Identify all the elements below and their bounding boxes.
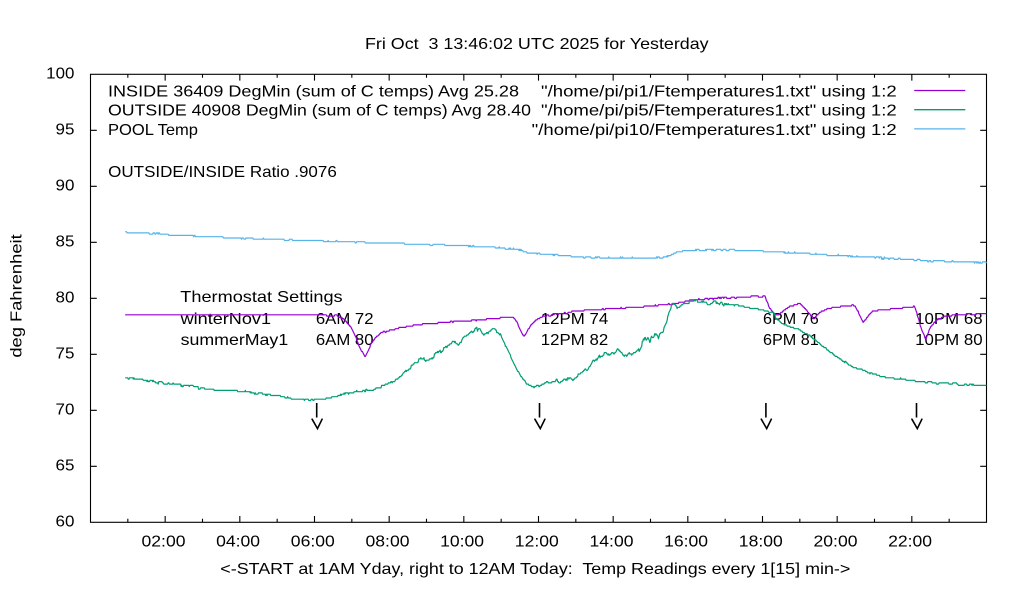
svg-text:70: 70 [56, 402, 75, 419]
svg-text:12:00: 12:00 [515, 533, 559, 550]
svg-text:08:00: 08:00 [366, 533, 410, 550]
svg-text:10PM 68: 10PM 68 [915, 311, 982, 328]
svg-text:10:00: 10:00 [440, 533, 484, 550]
svg-text:95: 95 [56, 122, 75, 139]
svg-text:<-START at 1AM Yday, right to: <-START at 1AM Yday, right to 12AM Today… [220, 561, 850, 578]
svg-text:summerMay1: summerMay1 [181, 332, 289, 349]
svg-text:90: 90 [56, 178, 75, 195]
svg-text:deg Fahrenheit: deg Fahrenheit [9, 234, 26, 358]
svg-text:22:00: 22:00 [888, 533, 932, 550]
svg-text:65: 65 [56, 458, 75, 475]
svg-text:80: 80 [56, 290, 75, 307]
svg-text:60: 60 [56, 514, 75, 531]
svg-text:16:00: 16:00 [664, 533, 708, 550]
svg-text:12PM 82: 12PM 82 [541, 332, 608, 349]
svg-text:"/home/pi/pi1/Ftemperatures1.t: "/home/pi/pi1/Ftemperatures1.txt" using … [541, 84, 897, 101]
svg-text:20:00: 20:00 [814, 533, 858, 550]
svg-text:6PM 81: 6PM 81 [763, 332, 819, 349]
svg-text:04:00: 04:00 [216, 533, 260, 550]
svg-text:100: 100 [46, 66, 74, 83]
svg-text:6PM 76: 6PM 76 [763, 311, 819, 328]
svg-text:10PM 80: 10PM 80 [915, 332, 982, 349]
svg-text:02:00: 02:00 [142, 533, 186, 550]
svg-text:18:00: 18:00 [739, 533, 783, 550]
svg-text:85: 85 [56, 234, 75, 251]
svg-text:14:00: 14:00 [590, 533, 634, 550]
svg-text:winterNov1: winterNov1 [179, 311, 271, 328]
svg-text:"/home/pi/pi10/Ftemperatures1.: "/home/pi/pi10/Ftemperatures1.txt" using… [532, 122, 897, 139]
svg-text:OUTSIDE/INSIDE Ratio .9076: OUTSIDE/INSIDE Ratio .9076 [108, 164, 337, 181]
svg-text:"/home/pi/pi5/Ftemperatures1.t: "/home/pi/pi5/Ftemperatures1.txt" using … [541, 103, 897, 120]
svg-text:POOL Temp: POOL Temp [108, 122, 198, 139]
svg-text:INSIDE 36409 DegMin (sum of C: INSIDE 36409 DegMin (sum of C temps) Avg… [108, 84, 519, 101]
svg-text:75: 75 [56, 346, 75, 363]
svg-text:06:00: 06:00 [291, 533, 335, 550]
svg-text:6AM 80: 6AM 80 [316, 332, 374, 349]
svg-text:OUTSIDE 40908 DegMin (sum of C: OUTSIDE 40908 DegMin (sum of C temps) Av… [108, 103, 531, 120]
svg-text:Thermostat Settings: Thermostat Settings [180, 289, 342, 306]
svg-text:12PM 74: 12PM 74 [541, 311, 608, 328]
svg-text:Fri Oct 3 13:46:02 UTC 2025 f: Fri Oct 3 13:46:02 UTC 2025 for Yesterda… [365, 36, 709, 53]
